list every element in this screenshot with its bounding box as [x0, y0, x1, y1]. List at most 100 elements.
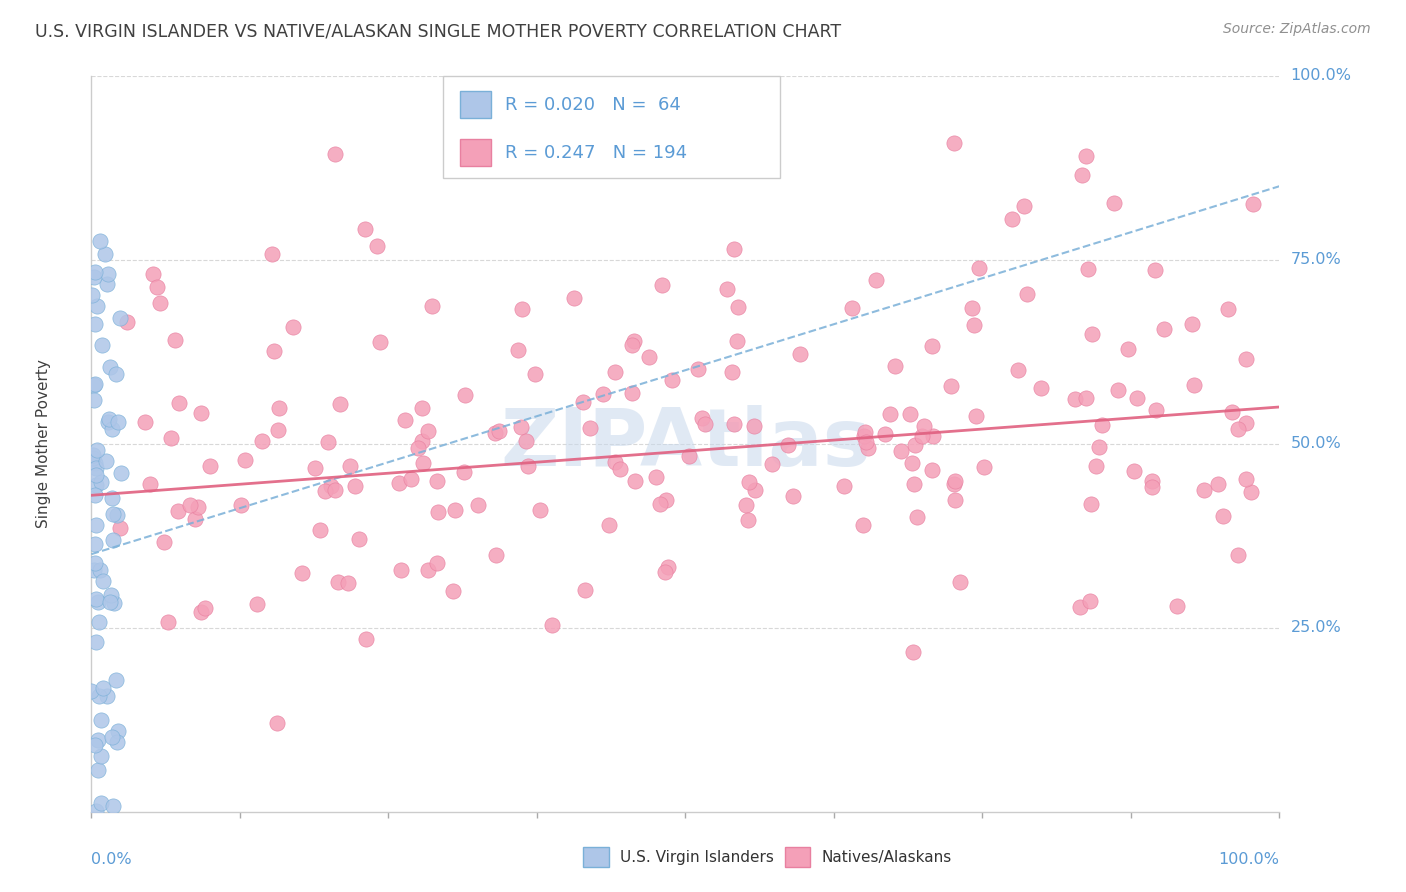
Point: [105, 508, 128, 523]
Point: [103, 596, 125, 610]
Point: [90, 475, 112, 490]
Point: [515, 434, 537, 449]
Point: [406, 441, 429, 455]
Point: [190, 406, 212, 420]
Point: [841, 301, 863, 315]
Point: [94, 247, 117, 261]
Point: [890, 444, 912, 458]
Point: [84, 488, 107, 502]
Point: [1077, 261, 1099, 276]
Point: [921, 463, 943, 477]
Point: [389, 563, 412, 577]
Point: [326, 575, 349, 590]
Point: [903, 477, 925, 491]
Point: [426, 474, 449, 488]
Point: [167, 395, 190, 409]
Point: [855, 434, 877, 449]
Point: [83, 393, 105, 408]
Point: [325, 146, 347, 161]
Point: [912, 419, 935, 434]
Point: [84, 376, 107, 391]
Point: [368, 334, 391, 349]
Point: [1181, 317, 1204, 331]
Point: [654, 565, 676, 579]
Point: [1192, 483, 1215, 498]
Point: [96, 277, 118, 291]
Point: [609, 462, 631, 476]
Point: [651, 278, 673, 293]
Point: [910, 429, 932, 443]
Text: R = 0.247   N = 194: R = 0.247 N = 194: [505, 144, 688, 161]
Point: [138, 477, 160, 491]
Point: [97, 267, 120, 281]
Point: [83, 456, 105, 470]
Point: [194, 600, 217, 615]
Point: [96, 689, 118, 703]
Point: [229, 499, 252, 513]
Point: [441, 584, 464, 599]
Point: [84, 556, 107, 570]
Point: [967, 261, 990, 276]
Point: [87, 615, 110, 630]
Point: [179, 498, 201, 512]
Point: [98, 595, 121, 609]
Point: [267, 423, 290, 437]
Point: [107, 724, 129, 739]
Point: [921, 339, 943, 353]
Point: [942, 477, 965, 491]
Point: [637, 350, 659, 364]
Point: [291, 566, 314, 581]
Point: [89, 234, 111, 248]
Point: [263, 343, 285, 358]
Point: [856, 441, 879, 455]
Point: [1241, 196, 1264, 211]
Point: [90, 796, 112, 810]
Point: [1227, 422, 1250, 436]
Point: [401, 472, 423, 486]
Point: [973, 459, 995, 474]
Point: [418, 424, 440, 438]
Point: [832, 478, 855, 492]
Point: [100, 588, 122, 602]
Point: [98, 359, 121, 374]
Point: [572, 395, 595, 409]
Point: [510, 301, 533, 316]
Point: [329, 396, 352, 410]
Point: [1064, 392, 1087, 406]
Point: [444, 502, 467, 516]
Point: [1116, 342, 1139, 356]
Point: [484, 426, 506, 441]
Point: [742, 419, 765, 434]
Point: [725, 334, 748, 348]
Point: [108, 521, 131, 535]
Point: [1227, 549, 1250, 563]
Point: [163, 333, 186, 347]
Point: [157, 615, 180, 630]
Point: [84, 468, 107, 483]
Point: [427, 505, 450, 519]
Point: [695, 417, 717, 431]
Point: [1074, 391, 1097, 405]
Point: [524, 367, 547, 381]
Text: 75.0%: 75.0%: [1291, 252, 1341, 268]
Point: [418, 563, 440, 577]
Point: [97, 412, 120, 426]
Point: [960, 301, 983, 315]
Text: U.S. Virgin Islanders: U.S. Virgin Islanders: [620, 850, 773, 864]
Point: [304, 461, 326, 475]
Point: [1091, 417, 1114, 432]
Point: [541, 618, 564, 632]
Point: [250, 434, 273, 448]
Point: [1166, 599, 1188, 613]
Point: [737, 513, 759, 527]
Text: R = 0.020   N =  64: R = 0.020 N = 64: [505, 95, 681, 113]
Point: [97, 415, 120, 429]
Point: [100, 731, 122, 745]
Point: [354, 221, 377, 235]
Point: [411, 401, 433, 416]
Point: [905, 510, 928, 524]
Point: [101, 508, 124, 522]
Text: 100.0%: 100.0%: [1291, 69, 1351, 83]
Point: [100, 491, 122, 505]
Point: [1142, 474, 1164, 488]
